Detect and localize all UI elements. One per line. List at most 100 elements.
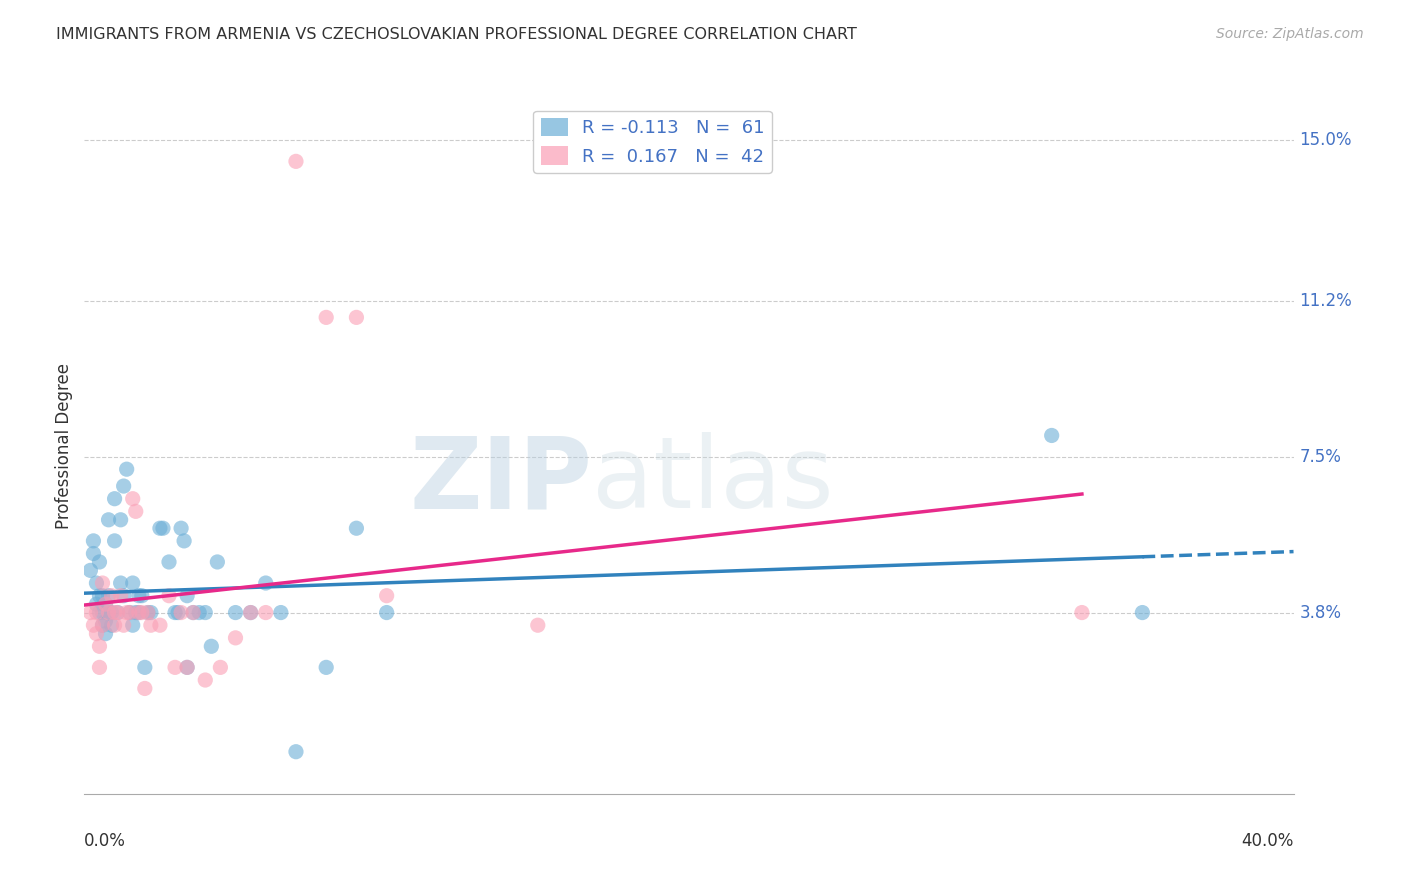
Point — [375, 589, 398, 603]
Point — [1130, 606, 1153, 620]
Point — [194, 606, 217, 620]
Point — [94, 614, 117, 628]
Point — [209, 660, 232, 674]
Point — [181, 606, 204, 620]
Point — [176, 589, 198, 603]
Text: atlas: atlas — [592, 433, 834, 529]
Point — [107, 606, 129, 620]
Point — [82, 533, 104, 548]
Point — [128, 606, 150, 620]
Point — [86, 606, 108, 620]
Point — [139, 606, 162, 620]
Point — [91, 618, 114, 632]
Point — [346, 521, 368, 535]
Point — [134, 660, 156, 674]
Point — [167, 606, 190, 620]
Point — [104, 618, 127, 632]
Point — [97, 589, 120, 603]
Point — [91, 606, 114, 620]
Point — [82, 618, 104, 632]
Point — [315, 310, 337, 325]
Point — [239, 606, 262, 620]
Point — [128, 589, 150, 603]
Text: 15.0%: 15.0% — [1299, 131, 1353, 149]
Point — [112, 618, 135, 632]
Point — [131, 589, 153, 603]
Point — [104, 533, 127, 548]
Point — [225, 631, 247, 645]
Point — [97, 606, 120, 620]
Point — [89, 660, 111, 674]
Point — [112, 479, 135, 493]
Point — [254, 576, 277, 591]
Point — [200, 640, 222, 654]
Point — [91, 576, 114, 591]
Point — [112, 589, 135, 603]
Point — [104, 491, 127, 506]
Point — [107, 606, 129, 620]
Point — [128, 606, 150, 620]
Point — [89, 606, 111, 620]
Point — [136, 606, 159, 620]
Point — [157, 589, 180, 603]
Point — [79, 563, 101, 577]
Point — [170, 606, 193, 620]
Point — [125, 504, 148, 518]
Point — [131, 606, 153, 620]
Text: 0.0%: 0.0% — [84, 832, 127, 850]
Point — [91, 589, 114, 603]
Point — [86, 626, 108, 640]
Point — [89, 640, 111, 654]
Point — [100, 618, 122, 632]
Point — [94, 626, 117, 640]
Point — [173, 533, 195, 548]
Text: IMMIGRANTS FROM ARMENIA VS CZECHOSLOVAKIAN PROFESSIONAL DEGREE CORRELATION CHART: IMMIGRANTS FROM ARMENIA VS CZECHOSLOVAKI… — [56, 27, 858, 42]
Text: 40.0%: 40.0% — [1241, 832, 1294, 850]
Point — [181, 606, 204, 620]
Point — [165, 606, 187, 620]
Point — [94, 597, 117, 611]
Point — [136, 606, 159, 620]
Text: Source: ZipAtlas.com: Source: ZipAtlas.com — [1216, 27, 1364, 41]
Point — [149, 521, 172, 535]
Point — [346, 310, 368, 325]
Point — [121, 618, 143, 632]
Point — [157, 555, 180, 569]
Point — [239, 606, 262, 620]
Point — [89, 589, 111, 603]
Point — [315, 660, 337, 674]
Point — [89, 555, 111, 569]
Point — [285, 154, 308, 169]
Point — [121, 576, 143, 591]
Point — [1040, 428, 1063, 442]
Point — [79, 606, 101, 620]
Y-axis label: Professional Degree: Professional Degree — [55, 363, 73, 529]
Point — [100, 606, 122, 620]
Point — [118, 606, 141, 620]
Point — [118, 606, 141, 620]
Point — [1071, 606, 1094, 620]
Point — [100, 589, 122, 603]
Point — [188, 606, 211, 620]
Point — [110, 513, 132, 527]
Text: ZIP: ZIP — [409, 433, 592, 529]
Text: 7.5%: 7.5% — [1299, 448, 1341, 466]
Point — [176, 660, 198, 674]
Point — [207, 555, 229, 569]
Legend: R = -0.113   N =  61, R =  0.167   N =  42: R = -0.113 N = 61, R = 0.167 N = 42 — [533, 111, 772, 173]
Point — [121, 491, 143, 506]
Point — [170, 521, 193, 535]
Text: 11.2%: 11.2% — [1299, 292, 1353, 310]
Point — [194, 673, 217, 687]
Point — [91, 618, 114, 632]
Point — [139, 618, 162, 632]
Point — [97, 513, 120, 527]
Point — [270, 606, 292, 620]
Point — [225, 606, 247, 620]
Point — [82, 547, 104, 561]
Point — [176, 660, 198, 674]
Text: 3.8%: 3.8% — [1299, 604, 1341, 622]
Point — [134, 681, 156, 696]
Point — [115, 606, 138, 620]
Point — [165, 660, 187, 674]
